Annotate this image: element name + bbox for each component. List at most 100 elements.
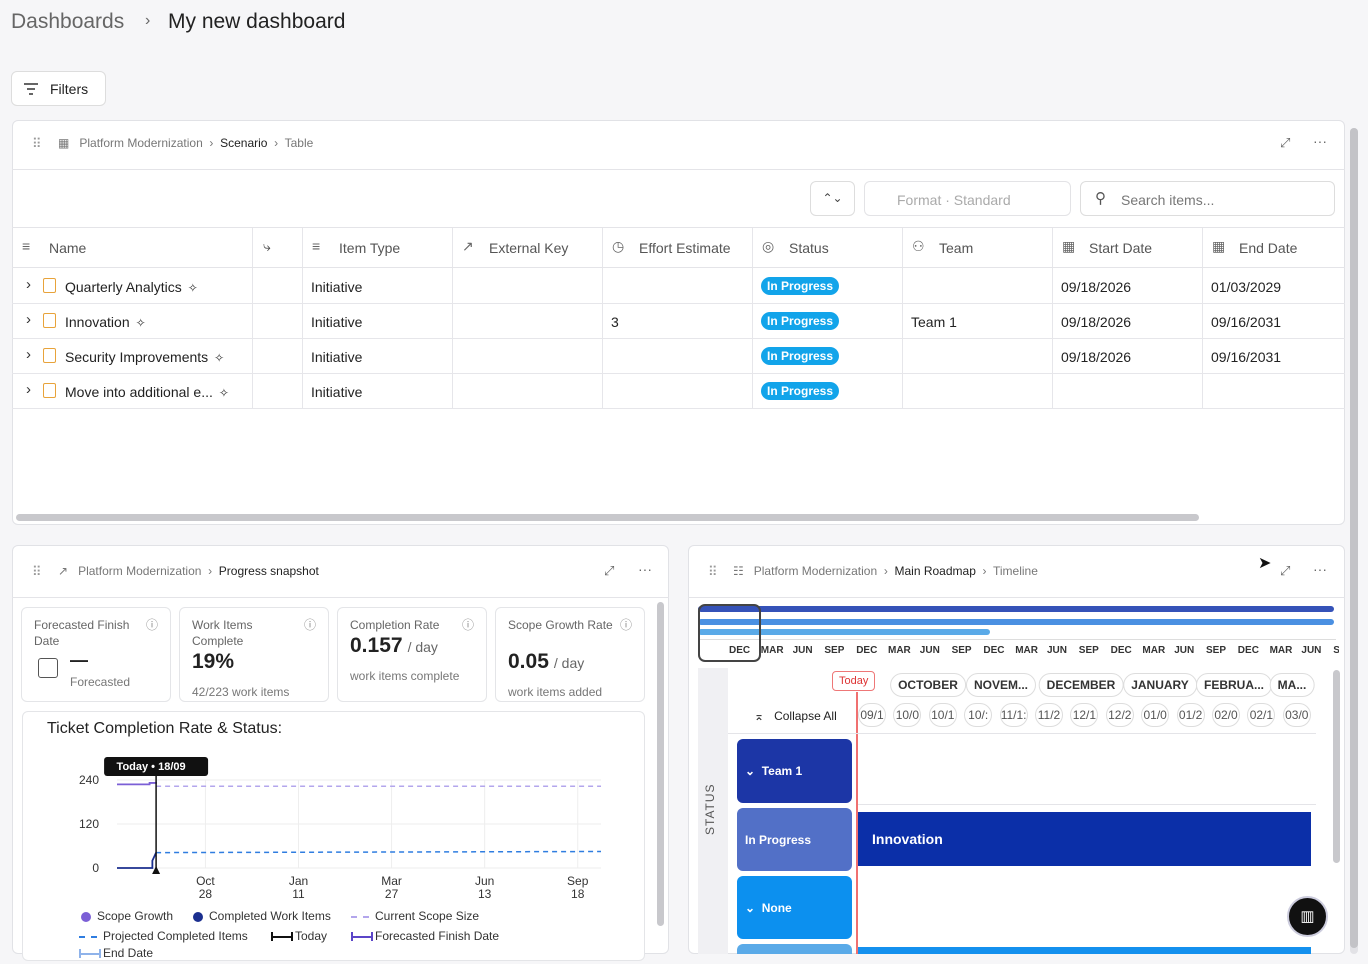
- search-input[interactable]: ⚲ Search items...: [1080, 181, 1335, 216]
- kpi-number: 0.05: [508, 650, 549, 673]
- name[interactable]: Security Improvements ✧: [65, 349, 225, 365]
- date-pill: 03/0: [1282, 703, 1311, 727]
- column-header[interactable]: Status: [789, 240, 829, 256]
- column-header[interactable]: External Key: [489, 240, 569, 256]
- link-icon: ⤷: [263, 238, 271, 254]
- column-divider: [252, 228, 253, 409]
- more-button[interactable]: ···: [1313, 133, 1327, 149]
- legend-label[interactable]: Current Scope Size: [375, 909, 480, 923]
- name[interactable]: Innovation ✧: [65, 314, 146, 330]
- column-divider: [752, 228, 753, 409]
- overview-window[interactable]: [698, 604, 761, 662]
- more-button[interactable]: ···: [1313, 561, 1327, 577]
- crumb[interactable]: Platform Modernization: [78, 564, 202, 578]
- start-date: 09/18/2026: [1061, 349, 1132, 365]
- column-header[interactable]: End Date: [1239, 240, 1298, 256]
- roadmap-bar[interactable]: Innovation: [858, 812, 1311, 866]
- info-icon: ⓘ: [146, 618, 159, 632]
- name[interactable]: Move into additional e... ✧: [65, 384, 229, 400]
- overview-label: MAR: [1015, 645, 1038, 656]
- overview-bar: [698, 606, 1334, 612]
- row-divider: [12, 373, 1345, 374]
- month-pill[interactable]: FEBRUA...: [1196, 673, 1272, 697]
- page-title: My new dashboard: [168, 10, 346, 33]
- expand-button[interactable]: ⤢: [1280, 563, 1291, 578]
- legend-label[interactable]: Today: [295, 929, 328, 943]
- series-line: [156, 850, 602, 854]
- expand-chevron[interactable]: ›: [26, 346, 31, 363]
- kpi-label: Work Items Complete: [192, 618, 253, 648]
- h-scrollbar[interactable]: [16, 514, 1199, 521]
- legend-label[interactable]: End Date: [103, 946, 154, 960]
- overview-axis: [698, 639, 1336, 640]
- info-icon: ⓘ: [462, 618, 475, 632]
- v-scrollbar[interactable]: [1333, 670, 1340, 863]
- sort-button[interactable]: ⌃⌄: [810, 181, 855, 216]
- name[interactable]: Quarterly Analytics ✧: [65, 279, 198, 295]
- overview-label: DEC: [729, 645, 751, 656]
- x-tick-label: Jun: [475, 874, 494, 888]
- expand-button[interactable]: ⤢: [604, 563, 615, 578]
- search-placeholder: Search items...: [1121, 192, 1215, 208]
- column-icon: ▦: [1212, 238, 1226, 254]
- kpi-card: Forecasted Finish Date ⓘ — Forecasted: [21, 607, 171, 702]
- drag-handle[interactable]: ⠿: [32, 564, 42, 579]
- legend-label[interactable]: Scope Growth: [97, 909, 174, 923]
- row-divider: [12, 267, 1345, 268]
- x-tick-label: 28: [199, 887, 213, 901]
- filters-button[interactable]: Filters: [11, 71, 106, 106]
- date-pill: 10/:: [964, 703, 993, 727]
- y-tick-label: 240: [79, 773, 99, 787]
- month-pill[interactable]: NOVEM...: [965, 673, 1037, 697]
- date-pill: 01/0: [1141, 703, 1170, 727]
- overview-label: MAR: [888, 645, 911, 656]
- legend-symbol: [79, 936, 97, 938]
- crumb[interactable]: Scenario: [220, 136, 268, 150]
- lane[interactable]: In Progress: [737, 808, 852, 871]
- lane[interactable]: ⌄ None: [737, 876, 852, 939]
- chevron: ›: [145, 12, 151, 29]
- v-scrollbar[interactable]: [657, 602, 664, 926]
- drag-handle[interactable]: ⠿: [32, 136, 42, 151]
- kpi-value: —: [70, 650, 88, 670]
- column-header[interactable]: Item Type: [339, 240, 401, 256]
- month-pill[interactable]: JANUARY: [1123, 673, 1197, 697]
- crumb[interactable]: Platform Modernization: [79, 136, 203, 150]
- y-tick-label: 0: [92, 861, 99, 875]
- kpi-number: 19%: [192, 650, 235, 673]
- initiative-icon: [43, 313, 56, 328]
- column-header[interactable]: Name: [49, 240, 87, 256]
- overview-label: SEP: [1206, 645, 1227, 656]
- lane[interactable]: ⌄ Team 1: [737, 739, 852, 803]
- legend-symbol: [351, 932, 373, 941]
- month-pill[interactable]: DECEMBER: [1038, 673, 1124, 697]
- more-button[interactable]: ···: [638, 561, 652, 577]
- legend-label[interactable]: Completed Work Items: [209, 909, 331, 923]
- expand-chevron[interactable]: ›: [26, 276, 31, 293]
- map-button[interactable]: ▥: [1287, 896, 1328, 937]
- expand-chevron[interactable]: ›: [26, 381, 31, 398]
- legend-label[interactable]: Projected Completed Items: [103, 929, 248, 943]
- drag-handle[interactable]: ⠿: [708, 564, 718, 579]
- kpi-card: Work Items Complete ⓘ 19% 42/223 work items: [179, 607, 329, 702]
- initiative-icon: [43, 278, 56, 293]
- month-pill[interactable]: MA...: [1269, 673, 1315, 697]
- status-pill: In Progress: [761, 312, 840, 330]
- column-header[interactable]: Start Date: [1089, 240, 1153, 256]
- expand-chevron[interactable]: ›: [26, 311, 31, 328]
- legend-label[interactable]: Forecasted Finish Date: [375, 929, 500, 943]
- column-header[interactable]: Effort Estimate: [639, 240, 731, 256]
- crumb[interactable]: Main Roadmap: [894, 564, 976, 578]
- column-icon: ↗: [462, 238, 474, 254]
- collapse-all[interactable]: ⌅ Collapse All: [754, 709, 837, 723]
- format-button[interactable]: Format · Standard: [864, 181, 1071, 216]
- column-header[interactable]: Team: [939, 240, 974, 256]
- column-divider: [902, 228, 903, 409]
- breadcrumb-root[interactable]: Dashboards: [11, 10, 125, 33]
- month-pill[interactable]: OCTOBER: [890, 673, 966, 697]
- crumb[interactable]: Platform Modernization: [753, 564, 878, 578]
- ai-icon: ✧: [135, 316, 146, 330]
- expand-button[interactable]: ⤢: [1280, 135, 1291, 150]
- crumb: Table: [284, 136, 314, 150]
